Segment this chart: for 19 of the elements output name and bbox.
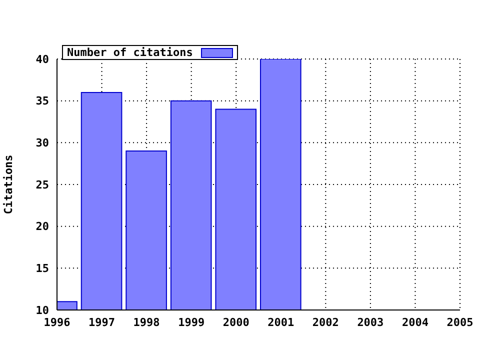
x-tick-label: 2004 <box>402 316 429 329</box>
x-tick-label: 1998 <box>133 316 160 329</box>
legend-label: Number of citations <box>67 46 193 59</box>
x-tick-label: 2001 <box>268 316 295 329</box>
x-tick-label: 2005 <box>446 316 474 329</box>
x-tick-label: 1999 <box>178 316 205 329</box>
y-tick-label: 30 <box>36 136 49 150</box>
y-tick-label: 25 <box>36 178 49 192</box>
x-tick-label: 2000 <box>222 316 250 329</box>
x-tick-label: 2002 <box>312 316 339 329</box>
y-tick-label: 15 <box>36 262 49 276</box>
y-axis-title: Citations <box>2 154 15 214</box>
x-tick-label: 2003 <box>357 316 384 329</box>
x-tick-label: 1997 <box>88 316 116 329</box>
y-tick-label: 10 <box>36 304 49 317</box>
y-tick-label: 40 <box>36 52 49 66</box>
x-tick-label: 1996 <box>44 316 71 329</box>
y-tick-label: 20 <box>36 220 49 234</box>
y-tick-label: 35 <box>36 94 49 108</box>
